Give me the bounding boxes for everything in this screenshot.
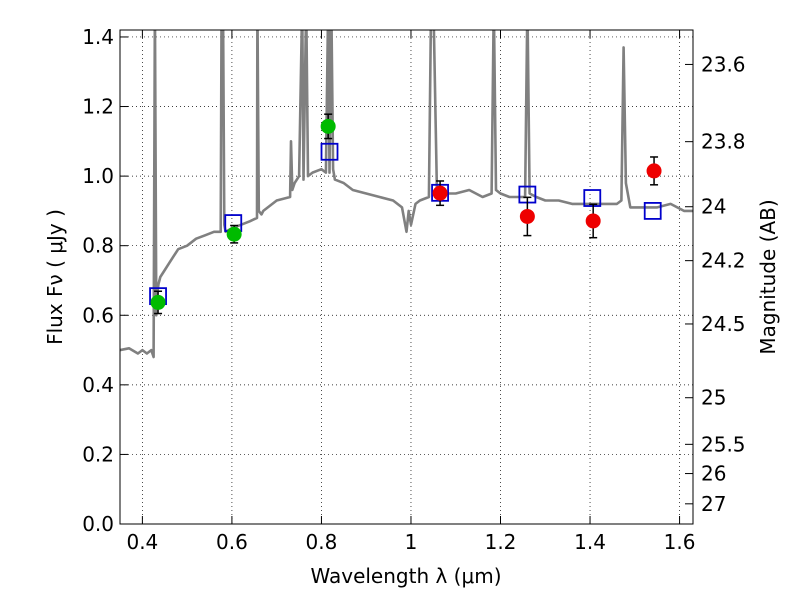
x-tick-label: 0.4 xyxy=(126,530,158,554)
y-axis-right-label: Magnitude (AB) xyxy=(756,199,780,354)
x-tick-label: 1.2 xyxy=(485,530,517,554)
data-point xyxy=(320,118,336,134)
y-right-tick-label: 24 xyxy=(701,195,726,219)
x-tick-label: 1.6 xyxy=(664,530,696,554)
y-right-tick-label: 25.5 xyxy=(701,432,746,456)
x-tick-label: 1.4 xyxy=(574,530,606,554)
y-right-tick-label: 26 xyxy=(701,462,726,486)
data-point xyxy=(585,213,601,229)
plot-frame xyxy=(119,29,694,525)
y-tick-label: 0.8 xyxy=(82,234,114,258)
data-point xyxy=(432,185,448,201)
data-point xyxy=(646,163,662,179)
data-point xyxy=(150,294,166,310)
y-tick-label: 0.6 xyxy=(82,303,114,327)
sed-line xyxy=(120,30,693,359)
y-right-tick-label: 25 xyxy=(701,386,726,410)
y-tick-label: 0.2 xyxy=(82,442,114,466)
y-right-tick-label: 24.5 xyxy=(701,312,746,336)
y-right-tick-label: 27 xyxy=(701,492,726,516)
y-right-tick-label: 24.2 xyxy=(701,249,746,273)
y-tick-label: 1.2 xyxy=(82,95,114,119)
y-right-tick-label: 23.6 xyxy=(701,52,746,76)
x-tick-label: 0.6 xyxy=(216,530,248,554)
x-axis-label: Wavelength λ (μm) xyxy=(310,564,501,588)
y-tick-label: 1.0 xyxy=(82,164,114,188)
data-point xyxy=(519,208,535,224)
data-point xyxy=(226,226,242,242)
model-square-marker xyxy=(643,202,662,220)
y-tick-label: 0.0 xyxy=(82,512,114,536)
model-square-marker xyxy=(583,189,602,207)
model-square-marker xyxy=(320,142,339,161)
x-tick-label: 0.8 xyxy=(306,530,338,554)
y-tick-label: 1.4 xyxy=(82,25,114,49)
x-tick-label: 1 xyxy=(405,530,418,554)
y-axis-label: Flux Fν ( μJy ) xyxy=(43,209,67,345)
y-tick-label: 0.4 xyxy=(82,373,114,397)
y-right-tick-label: 23.8 xyxy=(701,130,746,154)
